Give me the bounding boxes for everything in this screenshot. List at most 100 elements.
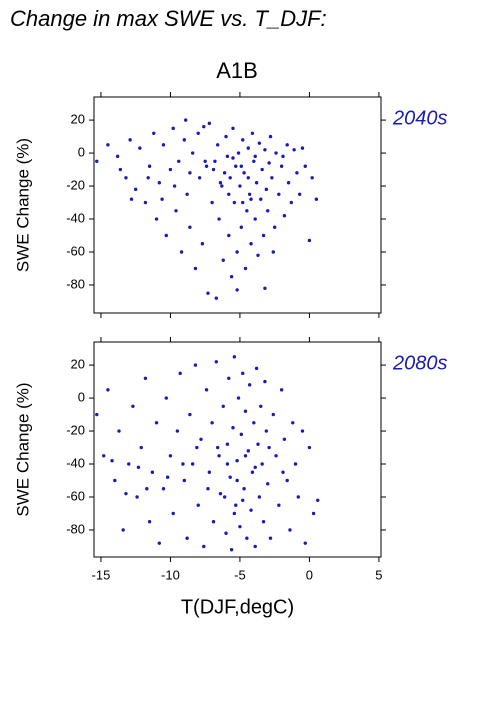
point [250, 470, 255, 474]
point [222, 495, 227, 499]
point [272, 225, 277, 229]
point [231, 156, 235, 160]
point [245, 536, 249, 540]
point [228, 475, 232, 479]
point [242, 487, 246, 491]
y-tick-label: -60 [66, 488, 85, 503]
point [164, 233, 168, 238]
point [211, 520, 216, 524]
point [161, 487, 166, 491]
point [279, 164, 284, 168]
point [182, 478, 187, 483]
point [188, 225, 192, 229]
point [281, 154, 285, 159]
point [282, 214, 287, 218]
point [252, 421, 256, 425]
point [185, 192, 189, 196]
point [238, 184, 242, 188]
point [303, 541, 307, 545]
point [165, 475, 170, 479]
point [113, 478, 117, 483]
point [257, 495, 262, 499]
point [217, 454, 221, 458]
point [246, 176, 250, 180]
point [277, 192, 281, 196]
point [236, 151, 241, 155]
point [239, 432, 244, 437]
chart-subtitle: A1B [216, 58, 258, 83]
point [224, 531, 228, 535]
point [277, 503, 281, 507]
point [232, 511, 237, 516]
point [202, 124, 206, 129]
point [181, 462, 185, 466]
point [129, 197, 134, 201]
point [241, 371, 245, 376]
point [264, 187, 269, 192]
point [259, 404, 263, 409]
x-axis-label: T(DJF,degC) [181, 596, 294, 618]
point [256, 442, 260, 446]
point [234, 503, 238, 507]
point [227, 233, 231, 238]
point [138, 146, 142, 150]
point [247, 192, 252, 196]
point [102, 454, 106, 458]
point [124, 176, 128, 180]
y-tick-label: -20 [66, 422, 85, 437]
point [202, 544, 206, 549]
point [282, 437, 287, 441]
point [266, 209, 270, 213]
point [190, 462, 195, 466]
point [210, 421, 214, 425]
point [218, 181, 223, 185]
x-tick-label: 5 [375, 567, 382, 582]
point [239, 225, 244, 229]
y-axis-label: SWE Change (%) [13, 138, 32, 272]
point [254, 181, 259, 185]
x-tick-label: -10 [161, 567, 180, 582]
point [227, 376, 231, 380]
point [266, 482, 270, 486]
point [118, 167, 123, 172]
point [300, 146, 305, 150]
x-tick-label: -5 [234, 567, 246, 582]
point [124, 491, 128, 496]
y-tick-label: -60 [66, 243, 85, 258]
point [200, 242, 205, 246]
point [286, 181, 291, 185]
point [174, 209, 178, 213]
point [171, 126, 175, 131]
point [285, 478, 289, 483]
panel-label: 2040s [392, 107, 448, 129]
point [190, 151, 195, 155]
point [172, 184, 177, 188]
point [221, 404, 225, 409]
point [235, 250, 239, 254]
point [220, 184, 224, 188]
point [259, 197, 263, 201]
point [242, 171, 246, 175]
point [195, 445, 199, 450]
point [210, 200, 214, 205]
point [250, 131, 255, 135]
point [271, 412, 275, 417]
point [231, 126, 235, 131]
point [263, 148, 267, 152]
point [117, 429, 121, 433]
point [241, 138, 245, 142]
point [256, 253, 260, 257]
point [207, 121, 212, 126]
point [260, 167, 264, 172]
point [136, 465, 141, 470]
point [217, 217, 221, 221]
point [232, 355, 237, 359]
point [215, 445, 220, 450]
point [268, 536, 273, 540]
point [131, 404, 135, 409]
y-tick-label: -80 [66, 276, 85, 291]
point [188, 412, 192, 417]
plot-frame [93, 96, 382, 314]
point [288, 528, 292, 532]
